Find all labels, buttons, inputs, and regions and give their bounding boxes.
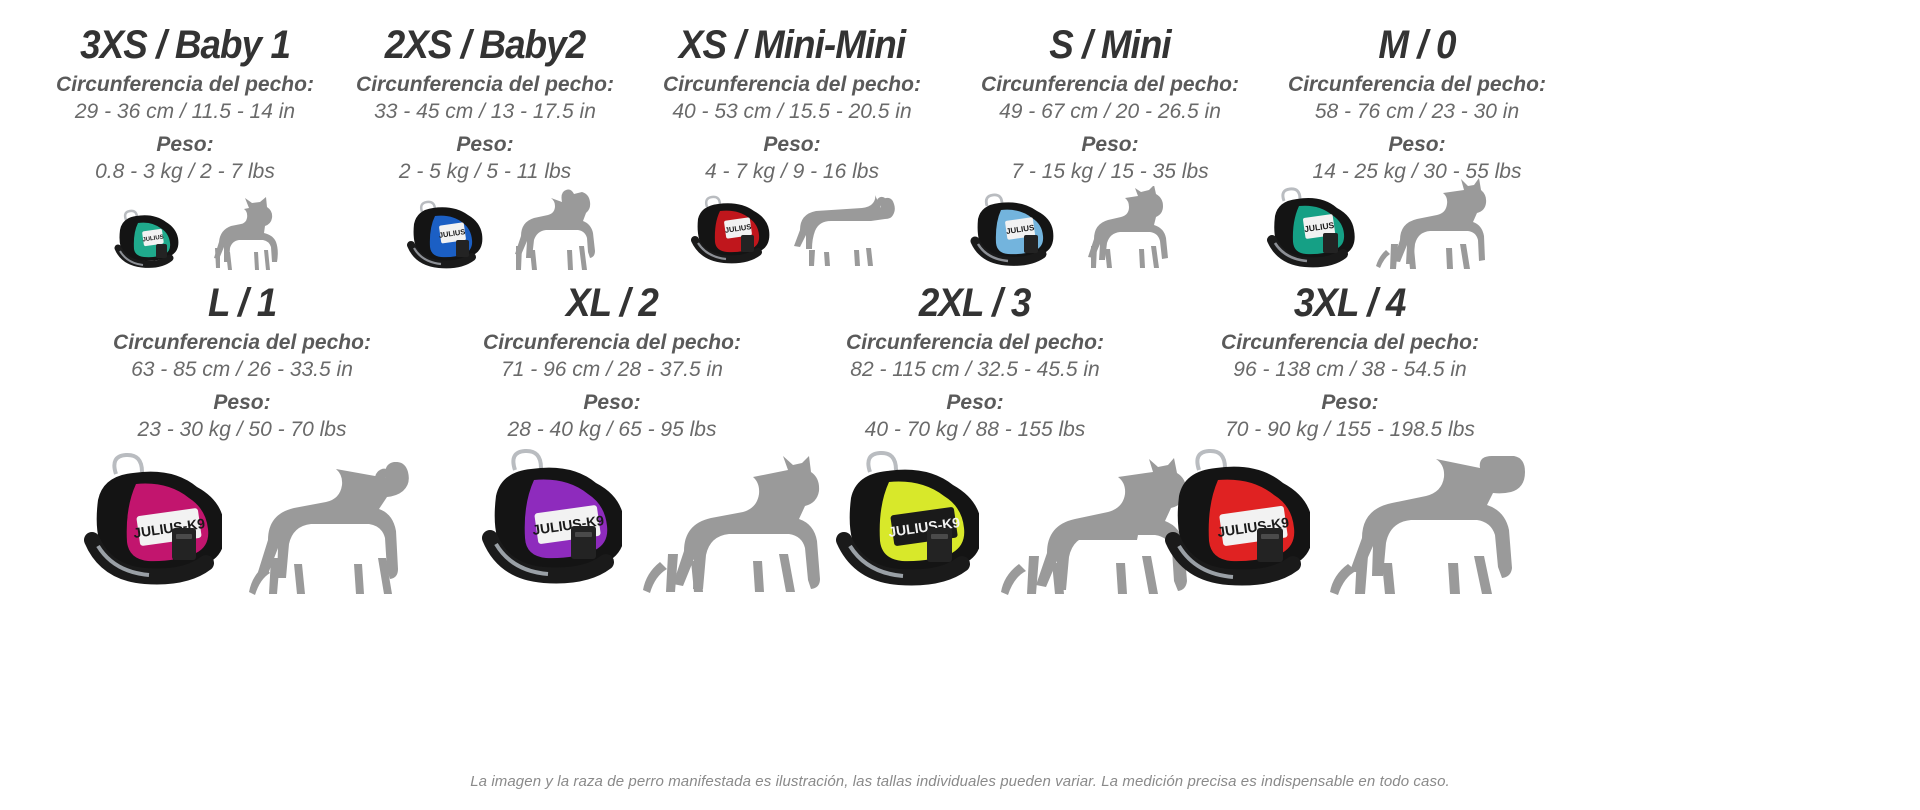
weight-label: Peso: [456, 132, 514, 156]
size-column-s: S / Mini Circunferencia del pecho: 49 - … [960, 25, 1260, 186]
harness-light-blue: JULIUS [970, 193, 1054, 266]
terrier-silhouette [515, 189, 595, 270]
chest-label: Circunferencia del pecho: [356, 73, 614, 96]
chest-label: Circunferencia del pecho: [1288, 73, 1546, 96]
svg-text:JULIUS: JULIUS [142, 235, 164, 244]
harness-teal: JULIUS [114, 209, 179, 268]
weight-value: 7 - 15 kg / 15 - 35 lbs [1011, 159, 1209, 183]
weight-value: 28 - 40 kg / 65 - 95 lbs [507, 417, 717, 441]
weight-value: 4 - 7 kg / 9 - 16 lbs [705, 159, 879, 183]
harness-red: JULIUS [691, 195, 770, 264]
weight-label: Peso: [763, 132, 821, 156]
svg-text:JULIUS: JULIUS [438, 227, 466, 240]
chest-value: 58 - 76 cm / 23 - 30 in [1314, 99, 1520, 123]
weight-value: 23 - 30 kg / 50 - 70 lbs [137, 417, 347, 441]
size-column-2xs: 2XS / Baby2 Circunferencia del pecho: 33… [335, 25, 635, 186]
size-column-xs: XS / Mini-Mini Circunferencia del pecho:… [633, 25, 951, 186]
chest-value: 33 - 45 cm / 13 - 17.5 in [374, 99, 596, 123]
illustration-m: JULIUS [1258, 178, 1490, 272]
size-column-2xl: 2XL / 3 Circunferencia del pecho: 82 - 1… [810, 283, 1140, 444]
size-title: XS / Mini-Mini [678, 23, 906, 67]
illustration-xs: JULIUS [683, 190, 903, 268]
chest-label: Circunferencia del pecho: [981, 73, 1239, 96]
size-title: 2XS / Baby2 [384, 23, 586, 67]
harness-blue: JULIUS [407, 200, 483, 269]
weight-label: Peso: [583, 390, 641, 414]
harness-green: JULIUS [1267, 187, 1355, 268]
size-title: 3XL / 4 [1294, 281, 1406, 325]
weight-label: Peso: [1388, 132, 1446, 156]
weight-value: 70 - 90 kg / 155 - 198.5 lbs [1225, 417, 1475, 441]
illustration-3xl: JULIUS-K9 [1152, 448, 1532, 598]
svg-text:JULIUS: JULIUS [1303, 220, 1335, 234]
svg-text:JULIUS: JULIUS [724, 222, 752, 235]
chest-value: 71 - 96 cm / 28 - 37.5 in [501, 357, 723, 381]
harness-red-large: JULIUS-K9 [1165, 448, 1310, 586]
weight-value: 0.8 - 3 kg / 2 - 7 lbs [95, 159, 275, 183]
chest-value: 63 - 85 cm / 26 - 33.5 in [131, 357, 353, 381]
illustration-2xl: JULIUS-K9 [824, 450, 1196, 598]
chest-value: 40 - 53 cm / 15.5 - 20.5 in [672, 99, 912, 123]
illustration-xl: JULIUS-K9 [470, 448, 830, 596]
size-column-l: L / 1 Circunferencia del pecho: 63 - 85 … [82, 283, 402, 444]
svg-text:JULIUS: JULIUS [1005, 223, 1035, 236]
chest-value: 82 - 115 cm / 32.5 - 45.5 in [850, 357, 1100, 381]
size-column-3xs: 3XS / Baby 1 Circunferencia del pecho: 2… [35, 25, 335, 186]
chihuahua-silhouette [214, 197, 278, 270]
chest-value: 29 - 36 cm / 11.5 - 14 in [74, 99, 296, 123]
weight-label: Peso: [156, 132, 214, 156]
size-title: 2XL / 3 [919, 281, 1031, 325]
size-title: M / 0 [1378, 23, 1456, 67]
pointer-silhouette [249, 462, 409, 595]
golden-retriever-silhouette [1001, 458, 1187, 595]
weight-label: Peso: [1321, 390, 1379, 414]
weight-value: 2 - 5 kg / 5 - 11 lbs [398, 159, 572, 183]
weight-value: 14 - 25 kg / 30 - 55 lbs [1312, 159, 1522, 183]
illustration-2xs: JULIUS [400, 188, 600, 274]
chest-label: Circunferencia del pecho: [483, 331, 741, 354]
westie-silhouette [1088, 186, 1168, 268]
chest-value: 49 - 67 cm / 20 - 26.5 in [999, 99, 1221, 123]
weight-value: 40 - 70 kg / 88 - 155 lbs [864, 417, 1086, 441]
illustration-l: JULIUS-K9 [72, 452, 426, 597]
size-title: XL / 2 [565, 281, 659, 325]
mastiff-silhouette [1330, 456, 1525, 595]
weight-label: Peso: [1081, 132, 1139, 156]
chest-label: Circunferencia del pecho: [56, 73, 314, 96]
illustration-s: JULIUS [962, 186, 1172, 270]
chest-label: Circunferencia del pecho: [663, 73, 921, 96]
weight-label: Peso: [213, 390, 271, 414]
chest-label: Circunferencia del pecho: [113, 331, 371, 354]
size-title: 3XS / Baby 1 [80, 23, 291, 67]
illustration-3xs: JULIUS [108, 196, 284, 274]
size-column-xl: XL / 2 Circunferencia del pecho: 71 - 96… [452, 283, 772, 444]
size-title: S / Mini [1049, 23, 1171, 67]
chest-value: 96 - 138 cm / 38 - 54.5 in [1233, 357, 1467, 381]
footer-disclaimer: La imagen y la raza de perro manifestada… [470, 773, 1450, 790]
harness-purple: JULIUS-K9 [482, 448, 622, 584]
size-title: L / 1 [207, 281, 277, 325]
dachshund-silhouette [794, 195, 895, 266]
shepherd-silhouette [1376, 178, 1487, 269]
size-column-m: M / 0 Circunferencia del pecho: 58 - 76 … [1267, 25, 1567, 186]
size-column-3xl: 3XL / 4 Circunferencia del pecho: 96 - 1… [1180, 283, 1520, 444]
harness-pink: JULIUS-K9 [84, 452, 222, 585]
harness-neon-yellow: JULIUS-K9 [836, 450, 979, 586]
chest-label: Circunferencia del pecho: [1221, 331, 1479, 354]
chest-label: Circunferencia del pecho: [846, 331, 1104, 354]
german-shepherd-silhouette [643, 456, 820, 593]
weight-label: Peso: [946, 390, 1004, 414]
